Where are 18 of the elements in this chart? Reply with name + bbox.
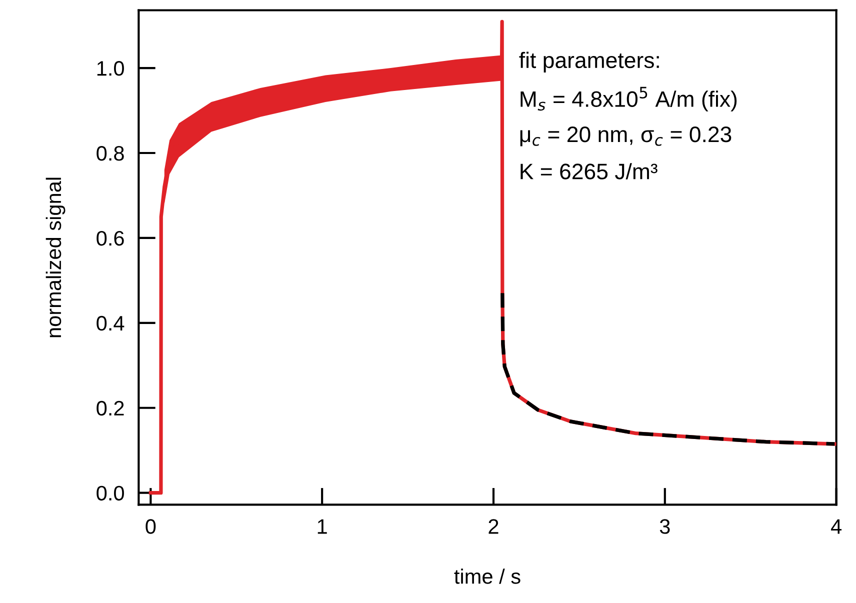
x-tick-label: 3 — [660, 519, 670, 534]
annotation: fit parameters: — [519, 52, 659, 73]
x-tick-label: 2 — [488, 519, 498, 534]
y-axis-title: normalized signal — [46, 178, 66, 338]
annotation: K = 6265 J/m³ — [520, 163, 658, 180]
y-tick-label: 0.8 — [96, 146, 124, 161]
x-tick-label: 0 — [146, 519, 156, 534]
annotation: M$_{s}$ = 4.8x10$^{5}$ A/m (fix) — [520, 86, 737, 112]
line-series — [500, 291, 836, 446]
y-tick-label: 1.0 — [97, 61, 124, 76]
y-tick-label: 0.6 — [96, 230, 124, 246]
y-tick-label: 0.0 — [96, 486, 124, 501]
annotation: μ$_{c}$ = 20 nm, σ$_{c}$ = 0.23 — [520, 126, 732, 146]
x-tick-label: 1 — [318, 519, 327, 534]
x-tick-label: 4 — [831, 519, 842, 534]
x-axis-title: time / s — [454, 568, 520, 584]
y-tick-label: 0.2 — [96, 400, 124, 416]
y-tick-label: 0.4 — [96, 316, 124, 331]
